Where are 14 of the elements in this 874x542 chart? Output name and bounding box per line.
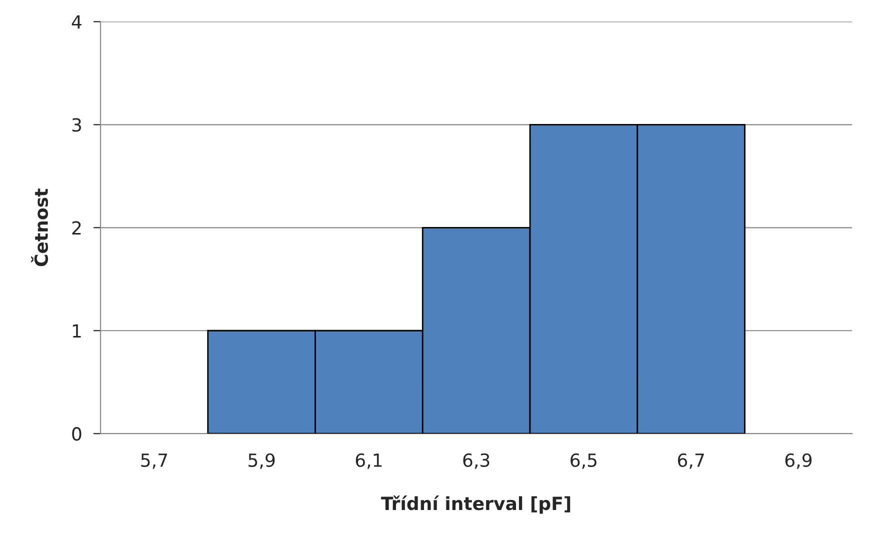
y-axis-title: Četnost	[31, 188, 48, 266]
x-tick-label: 5,9	[248, 453, 275, 469]
x-tick-label: 6,5	[570, 453, 596, 469]
x-tick-label: 6,9	[785, 453, 812, 469]
y-tick-label: 2	[72, 221, 81, 234]
y-tick-label: 1	[72, 324, 81, 338]
x-axis-title: Třídní interval [pF]	[381, 496, 570, 514]
x-tick-label: 6,7	[678, 453, 704, 469]
x-tick-label: 6,1	[356, 453, 382, 469]
y-tick-label: 4	[72, 15, 82, 29]
y-tick-label: 0	[72, 427, 82, 441]
x-tick-label: 5,7	[141, 454, 168, 469]
x-tick-label: 6,3	[463, 453, 490, 469]
y-tick-label: 3	[72, 118, 82, 132]
